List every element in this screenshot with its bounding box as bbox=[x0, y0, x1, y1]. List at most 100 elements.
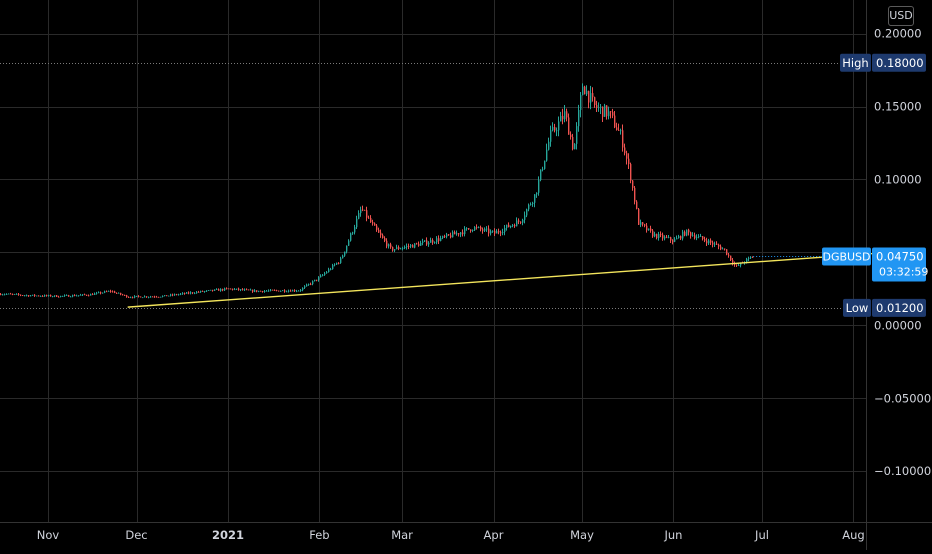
candle bbox=[446, 232, 448, 239]
candle bbox=[100, 291, 102, 295]
candle-body bbox=[130, 297, 132, 299]
candle-body bbox=[126, 295, 128, 298]
candle bbox=[32, 294, 34, 296]
candle-body bbox=[154, 296, 156, 298]
candle-body bbox=[214, 289, 216, 291]
candle-body bbox=[92, 294, 94, 295]
candle-body bbox=[608, 111, 610, 117]
candle-body bbox=[632, 180, 634, 188]
candle-body bbox=[694, 235, 696, 239]
candle-body bbox=[454, 232, 456, 235]
candle-body bbox=[250, 289, 252, 291]
candle bbox=[390, 242, 392, 249]
candle-body bbox=[234, 289, 236, 290]
candle-body bbox=[432, 240, 434, 243]
candle bbox=[200, 290, 202, 293]
candle bbox=[48, 294, 50, 297]
candle-body bbox=[544, 160, 546, 169]
candle bbox=[80, 293, 82, 296]
candle bbox=[250, 288, 252, 291]
candle bbox=[596, 100, 598, 112]
trendline[interactable] bbox=[127, 251, 895, 308]
candle-body bbox=[402, 247, 404, 249]
candle bbox=[248, 289, 250, 291]
candle bbox=[362, 205, 364, 212]
time-tick-label: Nov bbox=[37, 528, 60, 542]
candle-body bbox=[534, 194, 536, 203]
candle-body bbox=[668, 237, 670, 239]
candle-body bbox=[276, 290, 278, 292]
candle bbox=[260, 290, 262, 292]
candle-body bbox=[724, 248, 726, 250]
candle bbox=[146, 296, 148, 298]
candle bbox=[410, 243, 412, 249]
candle bbox=[602, 106, 604, 122]
candle-body bbox=[570, 134, 572, 138]
candle-body bbox=[490, 231, 492, 234]
candle-body bbox=[704, 238, 706, 241]
candle bbox=[706, 237, 708, 246]
candle bbox=[182, 292, 184, 295]
candle-body bbox=[492, 230, 494, 232]
candle bbox=[36, 295, 38, 297]
candle-body bbox=[562, 115, 564, 120]
candle-body bbox=[172, 294, 174, 296]
candle bbox=[104, 290, 106, 294]
candle-body bbox=[634, 187, 636, 202]
candle-body bbox=[6, 294, 8, 295]
price-tick-label: 0.00000 bbox=[874, 318, 922, 332]
candle-body bbox=[456, 233, 458, 235]
candle bbox=[54, 295, 56, 298]
candle bbox=[210, 289, 212, 291]
candle-body bbox=[466, 228, 468, 229]
candle bbox=[358, 210, 360, 220]
candle bbox=[540, 169, 542, 182]
candle bbox=[4, 293, 6, 296]
candle-body bbox=[366, 210, 368, 218]
candle-body bbox=[174, 294, 176, 296]
candle-body bbox=[266, 290, 268, 292]
candle-body bbox=[322, 274, 324, 276]
time-axis[interactable]: Nov Dec 2021 Feb Mar Apr May Jun Jul Aug bbox=[37, 528, 865, 542]
candle-body bbox=[568, 117, 570, 135]
candle-body bbox=[532, 202, 534, 205]
candle bbox=[618, 123, 620, 131]
candle-body bbox=[388, 244, 390, 247]
candle-body bbox=[620, 130, 622, 132]
candle-body bbox=[678, 236, 680, 238]
candle bbox=[312, 280, 314, 286]
candle bbox=[698, 234, 700, 239]
candle bbox=[132, 296, 134, 299]
candle-body bbox=[676, 237, 678, 240]
candle bbox=[380, 229, 382, 238]
candle-body bbox=[4, 294, 6, 296]
candle-body bbox=[420, 242, 422, 246]
candle bbox=[504, 224, 506, 236]
candle bbox=[444, 234, 446, 239]
candle-body bbox=[478, 226, 480, 228]
candle-body bbox=[408, 245, 410, 247]
candle bbox=[364, 209, 366, 211]
candle-body bbox=[46, 295, 48, 296]
currency-button[interactable]: USD bbox=[888, 6, 914, 26]
candle bbox=[512, 223, 514, 228]
candle-body bbox=[588, 90, 590, 103]
candle bbox=[392, 246, 394, 252]
candle bbox=[490, 229, 492, 236]
candle-body bbox=[96, 292, 98, 294]
candle bbox=[326, 271, 328, 274]
candle bbox=[732, 258, 734, 266]
candle bbox=[632, 179, 634, 191]
candle-body bbox=[602, 106, 604, 117]
candle-body bbox=[156, 296, 158, 298]
candle-body bbox=[198, 291, 200, 293]
candle-body bbox=[226, 288, 228, 290]
candle-body bbox=[522, 219, 524, 223]
candle-body bbox=[546, 149, 548, 161]
candle-body bbox=[36, 295, 38, 297]
candle-body bbox=[692, 235, 694, 237]
candle bbox=[70, 295, 72, 298]
candle-body bbox=[714, 243, 716, 245]
